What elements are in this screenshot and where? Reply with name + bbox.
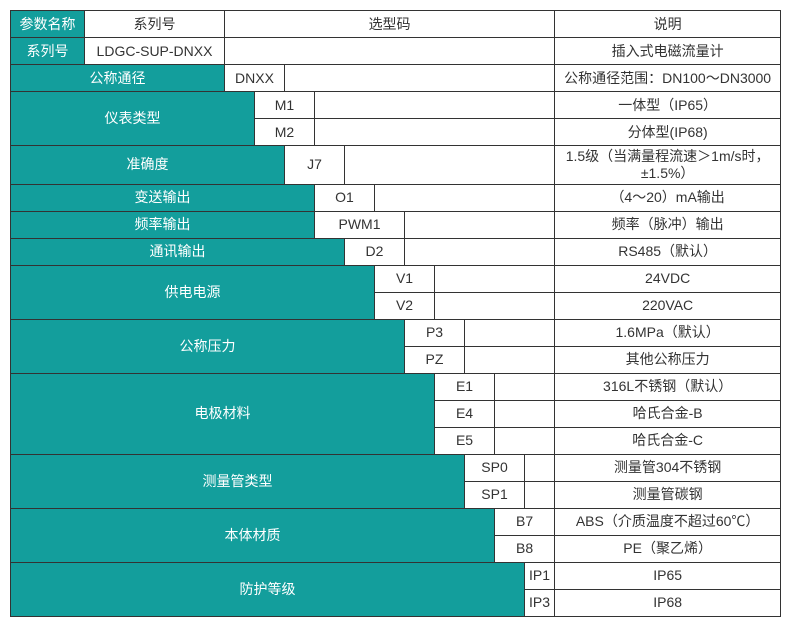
series-label: 系列号 [11,38,85,65]
transmit-code: O1 [315,184,375,211]
accuracy-code: J7 [285,146,345,185]
comm-desc: RS485（默认） [555,238,781,265]
power-label: 供电电源 [11,265,375,319]
protect-ip1-code: IP1 [525,562,555,589]
row-freq: 频率输出 PWM1 频率（脉冲）输出 [11,211,781,238]
meter-m2-blank [315,119,555,146]
row-dn: 公称通径 DNXX 公称通径范围：DN100～DN3000 [11,65,781,92]
electrode-e5-code: E5 [435,427,495,454]
electrode-e1-blank [495,373,555,400]
tube-sp0-blank [525,454,555,481]
selection-table: 参数名称 系列号 选型码 说明 系列号 LDGC-SUP-DNXX 插入式电磁流… [10,10,781,617]
body-label: 本体材质 [11,508,495,562]
power-v1-desc: 24VDC [555,265,781,292]
comm-code: D2 [345,238,405,265]
comm-label: 通讯输出 [11,238,345,265]
pressure-pz-desc: 其他公称压力 [555,346,781,373]
dn-label: 公称通径 [11,65,225,92]
power-v2-desc: 220VAC [555,292,781,319]
electrode-e5-desc: 哈氏合金-C [555,427,781,454]
freq-blank [405,211,555,238]
tube-sp1-blank [525,481,555,508]
series-desc: 插入式电磁流量计 [555,38,781,65]
freq-label: 频率输出 [11,211,315,238]
body-b7-desc: ABS（介质温度不超过60℃） [555,508,781,535]
comm-blank [405,238,555,265]
protect-ip1-desc: IP65 [555,562,781,589]
header-row: 参数名称 系列号 选型码 说明 [11,11,781,38]
freq-desc: 频率（脉冲）输出 [555,211,781,238]
protect-ip3-desc: IP68 [555,589,781,616]
accuracy-desc: 1.5级（当满量程流速＞1m/s时，±1.5%） [555,146,781,185]
tube-sp1-desc: 测量管碳钢 [555,481,781,508]
row-series: 系列号 LDGC-SUP-DNXX 插入式电磁流量计 [11,38,781,65]
hdr-series-no: 系列号 [85,11,225,38]
row-pressure-p3: 公称压力 P3 1.6MPa（默认） [11,319,781,346]
electrode-e4-code: E4 [435,400,495,427]
tube-label: 测量管类型 [11,454,465,508]
meter-type-label: 仪表类型 [11,92,255,146]
accuracy-label: 准确度 [11,146,285,185]
row-body-b7: 本体材质 B7 ABS（介质温度不超过60℃） [11,508,781,535]
protect-label: 防护等级 [11,562,525,616]
electrode-e4-blank [495,400,555,427]
series-code-blank [225,38,555,65]
body-b7-code: B7 [495,508,555,535]
tube-sp0-desc: 测量管304不锈钢 [555,454,781,481]
row-protect-ip1: 防护等级 IP1 IP65 [11,562,781,589]
power-v1-code: V1 [375,265,435,292]
dn-desc: 公称通径范围：DN100～DN3000 [555,65,781,92]
row-electrode-e1: 电极材料 E1 316L不锈钢（默认） [11,373,781,400]
electrode-e5-blank [495,427,555,454]
row-accuracy: 准确度 J7 1.5级（当满量程流速＞1m/s时，±1.5%） [11,146,781,185]
meter-m1-desc: 一体型（IP65） [555,92,781,119]
tube-sp1-code: SP1 [465,481,525,508]
freq-code: PWM1 [315,211,405,238]
electrode-e4-desc: 哈氏合金-B [555,400,781,427]
hdr-param-name: 参数名称 [11,11,85,38]
pressure-pz-blank [465,346,555,373]
series-value: LDGC-SUP-DNXX [85,38,225,65]
meter-m2-desc: 分体型(IP68) [555,119,781,146]
row-meter-m1: 仪表类型 M1 一体型（IP65） [11,92,781,119]
transmit-label: 变送输出 [11,184,315,211]
pressure-p3-desc: 1.6MPa（默认） [555,319,781,346]
meter-m1-code: M1 [255,92,315,119]
pressure-label: 公称压力 [11,319,405,373]
meter-m1-blank [315,92,555,119]
electrode-label: 电极材料 [11,373,435,454]
body-b8-desc: PE（聚乙烯） [555,535,781,562]
protect-ip3-code: IP3 [525,589,555,616]
tube-sp0-code: SP0 [465,454,525,481]
pressure-pz-code: PZ [405,346,465,373]
hdr-select-code: 选型码 [225,11,555,38]
transmit-blank [375,184,555,211]
meter-m2-code: M2 [255,119,315,146]
transmit-desc: （4～20）mA输出 [555,184,781,211]
power-v1-blank [435,265,555,292]
body-b8-code: B8 [495,535,555,562]
accuracy-blank [345,146,555,185]
dn-blank [285,65,555,92]
power-v2-code: V2 [375,292,435,319]
electrode-e1-code: E1 [435,373,495,400]
row-comm: 通讯输出 D2 RS485（默认） [11,238,781,265]
row-power-v1: 供电电源 V1 24VDC [11,265,781,292]
pressure-p3-code: P3 [405,319,465,346]
electrode-e1-desc: 316L不锈钢（默认） [555,373,781,400]
power-v2-blank [435,292,555,319]
row-transmit: 变送输出 O1 （4～20）mA输出 [11,184,781,211]
selection-table-wrap: 参数名称 系列号 选型码 说明 系列号 LDGC-SUP-DNXX 插入式电磁流… [10,10,780,617]
dn-code: DNXX [225,65,285,92]
hdr-description: 说明 [555,11,781,38]
pressure-p3-blank [465,319,555,346]
row-tube-sp0: 测量管类型 SP0 测量管304不锈钢 [11,454,781,481]
